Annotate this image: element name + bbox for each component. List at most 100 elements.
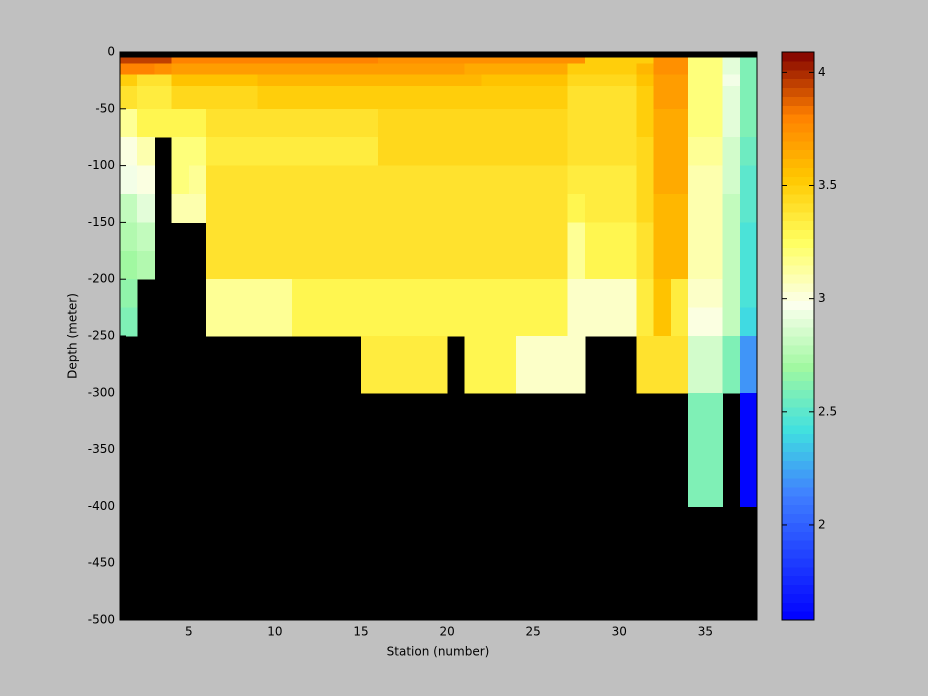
colorbar-swatch: [782, 415, 814, 426]
heatmap-cell: [688, 74, 706, 87]
heatmap-cell: [326, 194, 345, 223]
y-tick-label: -200: [88, 272, 115, 286]
heatmap-cell: [515, 74, 534, 87]
colorbar-swatch: [782, 220, 814, 230]
heatmap-cell: [619, 250, 637, 280]
heatmap-cell: [361, 250, 379, 280]
heatmap-cell: [171, 74, 190, 87]
heatmap-cell: [292, 165, 310, 195]
heatmap-cell: [343, 74, 362, 87]
heatmap-cell: [171, 165, 190, 195]
heatmap-cell: [705, 137, 724, 167]
heatmap-cell: [447, 279, 465, 309]
y-tick-label: -150: [88, 215, 115, 229]
colorbar-swatch: [782, 273, 814, 284]
heatmap-cell: [533, 250, 551, 280]
heatmap-cell: [515, 336, 534, 365]
heatmap-cell: [412, 137, 431, 167]
colorbar-swatch: [782, 105, 814, 115]
heatmap-cell: [206, 250, 224, 280]
heatmap-cell: [292, 74, 310, 87]
colorbar-swatch: [782, 513, 814, 523]
heatmap-cell: [206, 165, 224, 195]
heatmap-cell: [343, 194, 362, 223]
heatmap-cell: [722, 194, 741, 223]
heatmap-cell: [464, 108, 483, 138]
heatmap-cell: [533, 165, 551, 195]
colorbar-swatch: [782, 78, 814, 88]
heatmap-cell: [739, 307, 758, 337]
colorbar-swatch: [782, 327, 814, 337]
heatmap-cell: [309, 307, 328, 337]
heatmap-cell: [653, 74, 672, 87]
heatmap-cell: [154, 63, 173, 76]
heatmap-cell: [240, 194, 259, 223]
colorbar-swatch: [782, 522, 814, 532]
x-tick-label: 30: [612, 625, 627, 639]
heatmap-cell: [688, 279, 706, 309]
heatmap-cell: [120, 137, 138, 167]
colorbar-swatch: [782, 176, 814, 186]
heatmap-cell: [378, 108, 396, 138]
heatmap-cell: [636, 74, 655, 87]
heatmap-cell: [481, 86, 500, 110]
heatmap-cell: [688, 449, 706, 479]
heatmap-cell: [688, 250, 706, 280]
heatmap-cell: [429, 250, 448, 280]
heatmap-cell: [653, 108, 672, 138]
heatmap-cell: [240, 63, 259, 76]
colorbar-swatch: [782, 469, 814, 479]
heatmap-cell: [688, 392, 706, 422]
heatmap-cell: [636, 86, 655, 110]
heatmap-cell: [722, 222, 741, 252]
heatmap-cell: [257, 74, 276, 87]
heatmap-cell: [533, 57, 551, 64]
heatmap-cell: [412, 74, 431, 87]
heatmap-cell: [378, 364, 396, 394]
heatmap-cell: [378, 74, 396, 87]
heatmap-cell: [137, 250, 155, 280]
heatmap-cell: [515, 250, 534, 280]
colorbar-swatch: [782, 549, 814, 559]
heatmap-cell: [602, 165, 620, 195]
heatmap-cell: [395, 250, 414, 280]
heatmap-cell: [602, 279, 620, 309]
heatmap-cell: [361, 307, 379, 337]
heatmap-cell: [188, 108, 207, 138]
heatmap-cell: [361, 364, 379, 394]
colorbar-swatch: [782, 540, 814, 550]
heatmap-cell: [688, 108, 706, 138]
heatmap-cell: [584, 165, 603, 195]
heatmap-cell: [705, 307, 724, 337]
heatmap-cell: [429, 222, 448, 252]
heatmap-cell: [378, 63, 396, 76]
heatmap-cell: [619, 74, 637, 87]
heatmap-cell: [722, 165, 741, 195]
heatmap-cell: [395, 222, 414, 252]
colorbar-swatch: [782, 60, 814, 71]
heatmap-cell: [636, 108, 655, 138]
heatmap-cell: [739, 137, 758, 167]
heatmap-cell: [257, 57, 276, 64]
heatmap-cell: [550, 57, 569, 64]
colorbar-swatch: [782, 433, 814, 443]
heatmap-cell: [619, 137, 637, 167]
heatmap-cell: [636, 222, 655, 252]
heatmap-cell: [395, 165, 414, 195]
heatmap-cell: [498, 222, 517, 252]
heatmap-cell: [705, 57, 724, 64]
heatmap-cell: [722, 74, 741, 87]
heatmap-cell: [274, 222, 293, 252]
heatmap-cell: [498, 279, 517, 309]
heatmap-cell: [464, 165, 483, 195]
heatmap-cell: [515, 279, 534, 309]
colorbar-swatch: [782, 557, 814, 568]
heatmap-cell: [584, 86, 603, 110]
heatmap-cell: [361, 165, 379, 195]
heatmap-cell: [292, 222, 310, 252]
heatmap-cell: [395, 336, 414, 365]
heatmap-cell: [670, 57, 689, 64]
heatmap-cell: [653, 63, 672, 76]
heatmap-cell: [240, 57, 259, 64]
heatmap-cell: [447, 307, 465, 337]
